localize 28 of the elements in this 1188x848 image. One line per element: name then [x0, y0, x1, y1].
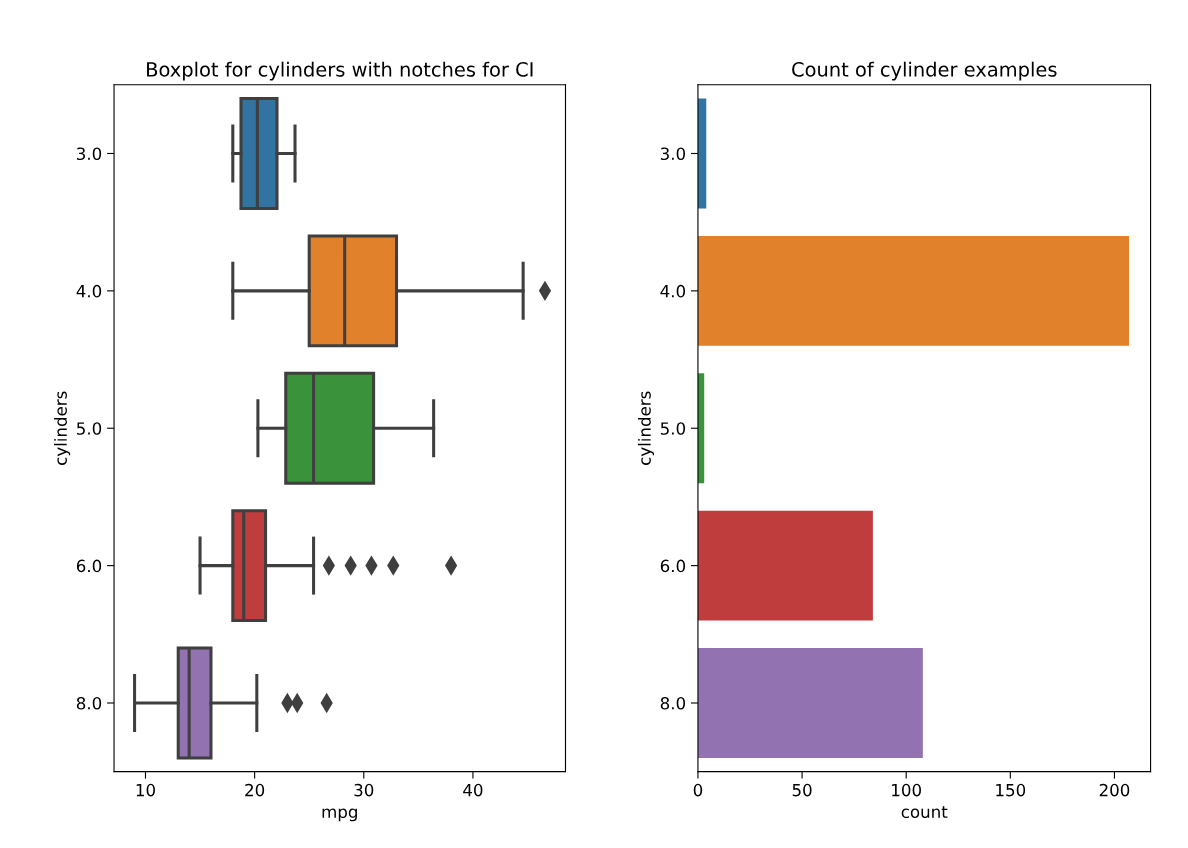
chart-title: Count of cylinder examples — [792, 61, 1057, 81]
x-tick-label: 20 — [245, 783, 265, 797]
x-axis-title: count — [901, 806, 948, 819]
x-tick-label: 100 — [892, 783, 921, 797]
y-tick-label: 5.0 — [660, 422, 686, 435]
x-axis-title: mpg — [322, 808, 357, 822]
chart-title: Boxplot for cylinders with notches for CI — [147, 61, 533, 81]
y-tick-label: 8.0 — [76, 696, 102, 710]
y-tick-label: 6.0 — [76, 559, 102, 573]
x-tick-label: 200 — [1099, 783, 1130, 797]
x-tick-label: 30 — [354, 783, 374, 797]
y-axis-title: cylinders — [54, 391, 71, 465]
y-tick-label: 6.0 — [660, 559, 686, 573]
x-tick-label: 10 — [136, 783, 155, 797]
bar — [697, 235, 1130, 346]
x-tick-label: 0 — [693, 783, 703, 797]
y-tick-label: 8.0 — [660, 696, 686, 710]
y-tick-label: 3.0 — [660, 147, 686, 161]
bar — [697, 648, 923, 758]
y-axis-title: cylinders — [637, 391, 655, 465]
x-tick-label: 40 — [463, 783, 483, 797]
y-tick-label: 4.0 — [660, 284, 686, 298]
y-tick-label: 3.0 — [77, 147, 102, 161]
y-tick-label: 5.0 — [77, 422, 102, 435]
y-tick-label: 4.0 — [76, 284, 102, 298]
x-tick-label: 50 — [792, 783, 812, 797]
x-tick-label: 150 — [996, 783, 1026, 797]
bar — [697, 510, 873, 621]
